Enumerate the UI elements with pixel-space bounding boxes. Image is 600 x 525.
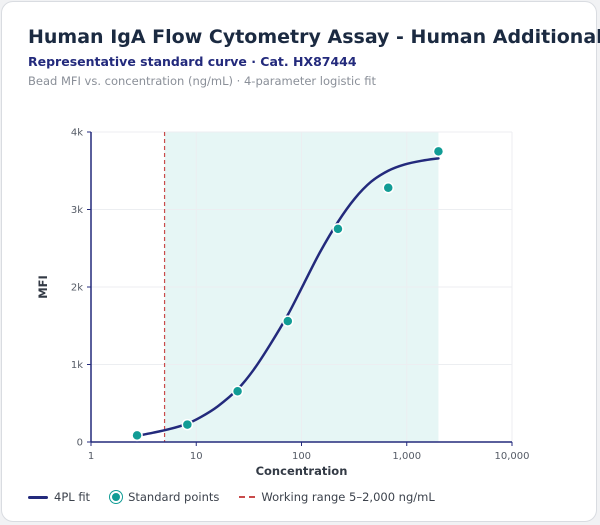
legend-item-fit: 4PL fit	[28, 490, 90, 504]
standard-point	[382, 182, 394, 194]
standard-point	[181, 418, 194, 431]
range-line-swatch	[239, 496, 256, 498]
legend-item-points: Standard points	[110, 490, 219, 504]
standard-point	[332, 223, 344, 235]
y-tick-label: 0	[77, 438, 83, 449]
points-swatch	[110, 491, 123, 503]
legend: 4PL fit Standard points Working range 5–…	[28, 490, 455, 504]
y-tick-label: 1k	[71, 360, 83, 371]
y-tick-label: 2k	[71, 283, 83, 294]
legend-range-label: Working range 5–2,000 ng/mL	[261, 490, 435, 504]
standard-point	[231, 385, 244, 397]
y-tick-label: 4k	[71, 128, 83, 139]
chart-subtitle: Representative standard curve · Cat. HX8…	[28, 54, 357, 69]
legend-points-label: Standard points	[128, 490, 220, 504]
legend-item-range: Working range 5–2,000 ng/mL	[239, 490, 435, 504]
y-axis-title: MFI	[36, 275, 50, 299]
x-tick-label: 1,000	[392, 451, 421, 462]
x-tick-label: 10,000	[495, 451, 530, 462]
standard-curve-chart: 0 1k 2k 3k 4k 1 10 100 1,000 10,000 Concentration M…	[36, 128, 530, 479]
x-axis-title: Concentration	[256, 464, 348, 478]
x-tick-label: 1	[88, 451, 94, 462]
standard-point	[282, 315, 294, 327]
fit-line-swatch	[28, 495, 48, 499]
x-tick-label: 10	[190, 451, 203, 462]
chart-caption: Bead MFI vs. concentration (ng/mL) · 4-p…	[28, 74, 376, 88]
legend-fit-label: 4PL fit	[54, 490, 91, 504]
page-title: Human IgA Flow Cytometry Assay - Human A…	[28, 26, 600, 48]
y-tick-label: 3k	[71, 205, 83, 216]
standard-point	[131, 429, 143, 442]
standard-point	[432, 145, 445, 158]
x-tick-label: 100	[292, 451, 311, 462]
